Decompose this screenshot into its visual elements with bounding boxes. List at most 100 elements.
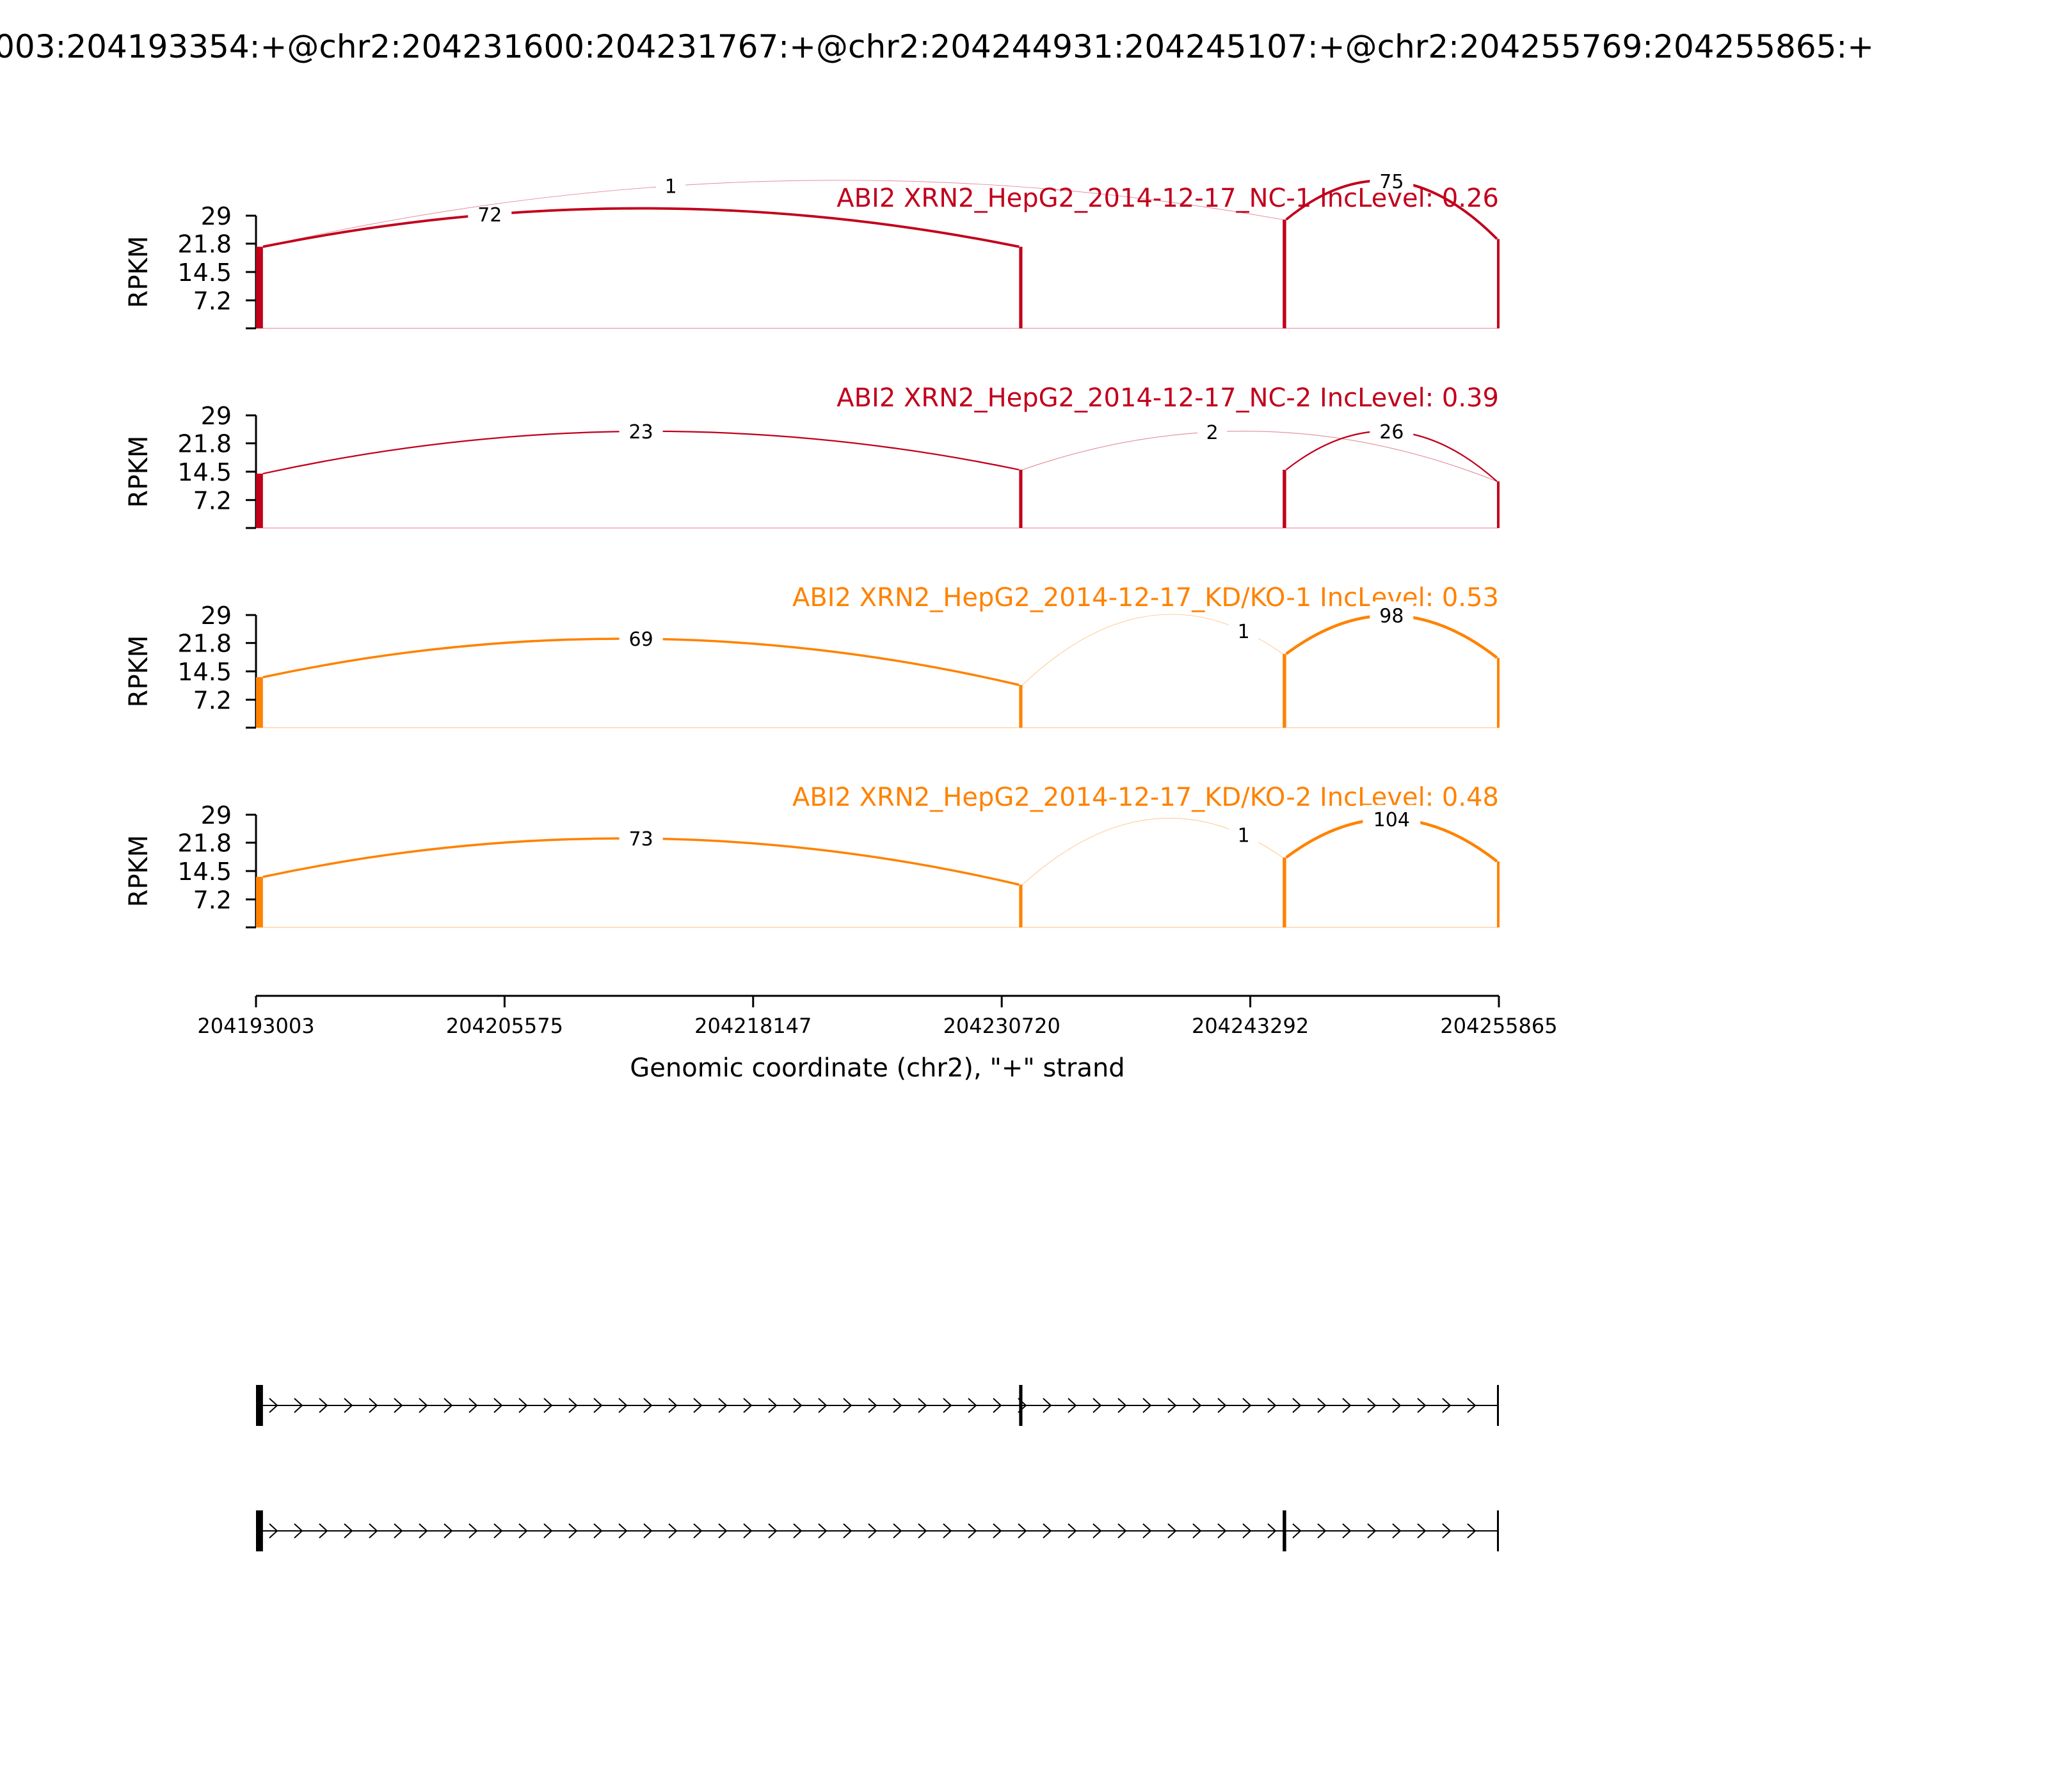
junction-label-bg	[1229, 616, 1259, 643]
strand-arrow	[444, 1398, 453, 1413]
strand-arrow	[1068, 1523, 1077, 1539]
strand-arrow	[1467, 1398, 1476, 1413]
strand-arrow	[943, 1523, 952, 1539]
strand-arrow	[1117, 1523, 1127, 1539]
sample-label: ABI2 XRN2_HepG2_2014-12-17_NC-2 IncLevel…	[836, 383, 1499, 413]
strand-arrow	[1018, 1523, 1027, 1539]
coverage-bar	[256, 474, 263, 528]
strand-arrow	[993, 1523, 1002, 1539]
strand-arrow	[493, 1523, 503, 1539]
strand-arrow	[1417, 1398, 1427, 1413]
x-tick-label: 204243292	[1192, 1014, 1309, 1038]
strand-arrow	[843, 1398, 852, 1413]
junction-arc	[262, 180, 1283, 248]
strand-arrow	[518, 1523, 528, 1539]
strand-arrow	[1068, 1398, 1077, 1413]
junction-count-label: 1	[1238, 825, 1250, 847]
junction-count-label: 72	[477, 204, 502, 227]
junction-count-label: 69	[629, 628, 653, 651]
strand-arrow	[1267, 1523, 1277, 1539]
strand-arrow	[1467, 1523, 1476, 1539]
junction-label-bg	[619, 417, 663, 443]
strand-arrow	[294, 1398, 303, 1413]
junction-label-bg	[619, 625, 663, 651]
strand-arrow	[419, 1398, 428, 1413]
junction-label-bg	[1370, 167, 1414, 193]
y-axis-label: RPKM	[124, 636, 154, 708]
y-tick-label: 14.5	[177, 858, 232, 886]
strand-arrow	[918, 1398, 927, 1413]
strand-arrow	[643, 1523, 653, 1539]
strand-arrow	[1442, 1398, 1452, 1413]
coverage-bar	[256, 246, 263, 328]
junction-label-bg	[619, 824, 663, 851]
junction-count-label: 1	[665, 176, 677, 198]
strand-arrow	[1267, 1398, 1277, 1413]
strand-arrow	[993, 1398, 1002, 1413]
junction-label-bg	[1370, 601, 1414, 627]
coverage-bar	[1283, 857, 1286, 927]
coverage-bar	[1019, 884, 1023, 927]
isoform-model	[256, 1510, 1500, 1551]
strand-arrow	[468, 1398, 478, 1413]
strand-arrow	[1192, 1398, 1202, 1413]
coverage-bar	[256, 677, 263, 728]
y-tick-label: 7.2	[193, 886, 232, 914]
junction-label-bg	[1363, 804, 1421, 831]
strand-arrow	[718, 1398, 728, 1413]
coverage-bar	[256, 877, 263, 927]
strand-arrow	[1167, 1523, 1177, 1539]
strand-arrow	[493, 1398, 503, 1413]
strand-arrow	[1367, 1523, 1377, 1539]
strand-arrow	[1142, 1398, 1152, 1413]
strand-arrow	[1367, 1398, 1377, 1413]
strand-arrow	[1242, 1398, 1252, 1413]
x-tick-label: 204230720	[943, 1014, 1060, 1038]
junction-label-bg	[468, 200, 512, 227]
y-tick-label: 7.2	[193, 287, 232, 315]
strand-arrow	[593, 1398, 603, 1413]
y-tick-label: 14.5	[177, 458, 232, 486]
x-axis: 204193003 204205575 204218147 204230720 2042…	[197, 995, 1558, 1038]
strand-arrow	[618, 1398, 628, 1413]
y-tick-label: 29	[201, 402, 232, 430]
junction-count-label: 98	[1379, 605, 1404, 628]
strand-arrow	[943, 1398, 952, 1413]
junction-count-label: 1	[1238, 621, 1250, 643]
strand-arrow	[843, 1523, 852, 1539]
strand-arrow	[1417, 1523, 1427, 1539]
strand-arrow	[1292, 1398, 1302, 1413]
y-tick-label: 21.8	[177, 230, 232, 259]
strand-arrow	[1242, 1523, 1252, 1539]
junction-count-label: 26	[1379, 421, 1404, 444]
strand-arrow	[743, 1398, 753, 1413]
exon-block	[256, 1385, 263, 1426]
y-tick-label: 29	[201, 801, 232, 829]
coverage-bar	[1019, 469, 1023, 528]
strand-arrow	[344, 1398, 353, 1413]
x-tick-label: 204218147	[694, 1014, 812, 1038]
strand-arrow	[518, 1398, 528, 1413]
strand-arrow	[868, 1398, 877, 1413]
coverage-bar	[1283, 220, 1286, 328]
isoform-track	[256, 1385, 1500, 1551]
strand-arrow	[1392, 1523, 1402, 1539]
exon-block	[1497, 1510, 1500, 1551]
coverage-bar	[1497, 239, 1500, 328]
y-axis-label: RPKM	[124, 835, 154, 908]
strand-arrow	[593, 1523, 603, 1539]
strand-arrow	[294, 1523, 303, 1539]
junction-count-label: 73	[629, 828, 653, 851]
strand-arrow	[793, 1523, 803, 1539]
x-axis-label: Genomic coordinate (chr2), "+" strand	[630, 1053, 1124, 1083]
strand-arrow	[1342, 1398, 1352, 1413]
strand-arrow	[419, 1523, 428, 1539]
strand-arrow	[893, 1523, 902, 1539]
junction-label-bg	[1370, 417, 1414, 443]
strand-arrow	[668, 1398, 678, 1413]
